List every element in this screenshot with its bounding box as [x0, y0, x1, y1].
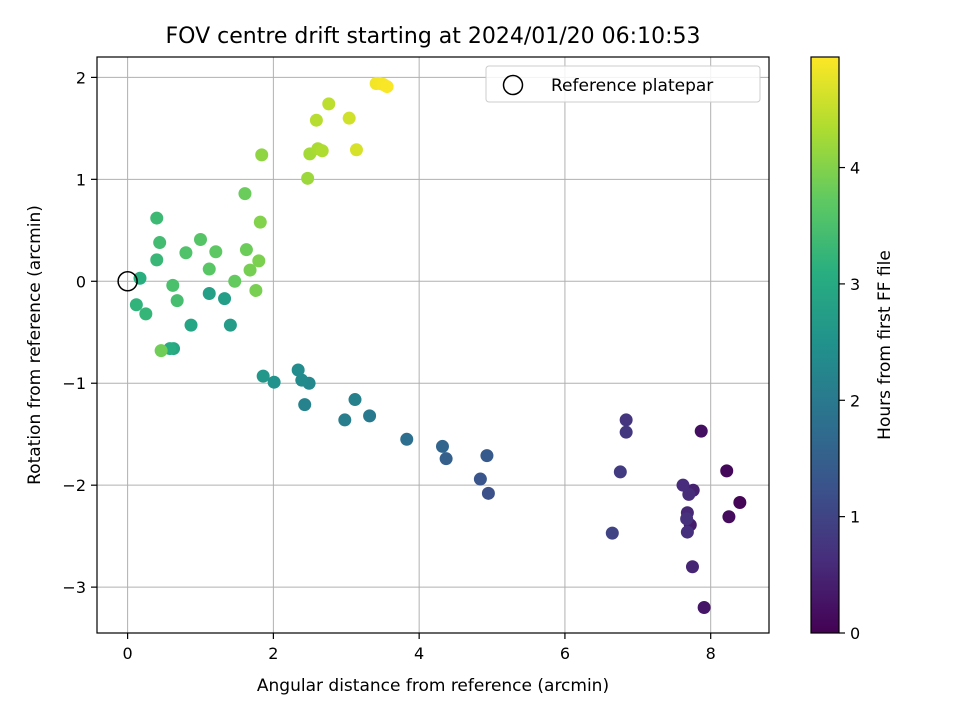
scatter-point-17: [481, 486, 495, 500]
y-tick-label-4: −2: [62, 476, 86, 495]
scatter-point-41: [150, 253, 164, 267]
colorbar-ticks: 0 1 2 3 4: [839, 159, 860, 643]
scatter-point-62: [315, 144, 329, 158]
grid-lines: [97, 57, 769, 633]
colorbar-label: Hours from first FF file: [875, 250, 895, 440]
scatter-point-14: [619, 425, 633, 439]
scatter-point-32: [223, 318, 237, 332]
x-tick-label-2: 4: [414, 644, 424, 663]
scatter-point-21: [435, 439, 449, 453]
scatter-point-53: [154, 344, 168, 358]
colorbar-tick-label-1: 1: [850, 508, 860, 527]
scatter-point-39: [129, 298, 143, 312]
scatter-point-1: [720, 464, 734, 478]
scatter-point-19: [480, 449, 494, 463]
scatter-point-11: [680, 525, 694, 539]
scatter-point-33: [218, 292, 232, 306]
scatter-point-70: [380, 80, 394, 94]
scatter-point-38: [133, 271, 147, 285]
scatter-point-30: [267, 375, 281, 389]
legend-marker-hollow-circle: [502, 74, 524, 96]
y-tick-label-0: 2: [76, 68, 86, 87]
scatter-point-65: [342, 111, 356, 125]
scatter-point-18: [473, 472, 487, 486]
scatter-point-31: [256, 369, 270, 383]
scatter-point-34: [202, 287, 216, 301]
scatter-point-59: [301, 171, 315, 185]
scatter-point-64: [322, 97, 336, 111]
scatter-point-57: [253, 215, 267, 229]
scatter-point-42: [150, 211, 164, 225]
colorbar-tick-label-2: 2: [850, 391, 860, 410]
scatter-point-15: [613, 465, 627, 479]
y-axis-label: Rotation from reference (arcmin): [25, 205, 45, 485]
scatter-point-7: [685, 560, 699, 574]
y-tick-label-1: 1: [76, 170, 86, 189]
scatter-point-51: [238, 187, 252, 201]
legend-label: Reference platepar: [551, 76, 713, 96]
chart-title: FOV centre drift starting at 2024/01/20 …: [166, 24, 701, 49]
scatter-point-25: [348, 393, 362, 407]
scatter-point-12: [680, 512, 694, 526]
scatter-point-35: [184, 318, 198, 332]
y-tick-label-3: −1: [62, 374, 86, 393]
x-axis-ticks: 0 2 4 6 8: [123, 633, 716, 663]
colorbar-gradient: [810, 56, 840, 634]
x-tick-label-1: 2: [268, 644, 278, 663]
scatter-point-46: [179, 246, 193, 260]
x-axis-label: Angular distance from reference (arcmin): [257, 676, 609, 696]
scatter-point-63: [309, 113, 323, 127]
scatter-point-52: [239, 243, 253, 257]
scatter-point-58: [255, 148, 269, 162]
x-tick-label-4: 8: [706, 644, 716, 663]
scatter-point-28: [295, 373, 309, 387]
scatter-point-56: [252, 254, 266, 268]
scatter-point-55: [249, 283, 263, 297]
y-axis-ticks: 2 1 0 −1 −2 −3: [62, 68, 97, 597]
legend: Reference platepar: [485, 65, 761, 103]
scatter-point-54: [243, 263, 257, 277]
colorbar-tick-label-3: 3: [850, 275, 860, 294]
scatter-point-49: [209, 245, 223, 259]
reference-marker: [117, 271, 138, 292]
y-tick-label-2: 0: [76, 272, 86, 291]
scatter-point-47: [193, 232, 207, 246]
scatter-point-26: [298, 398, 312, 412]
scatter-point-43: [153, 236, 167, 250]
scatter-point-40: [139, 307, 153, 321]
scatter-point-45: [166, 278, 180, 292]
colorbar-tick-label-0: 0: [850, 624, 860, 643]
scatter-point-10: [676, 478, 690, 492]
scatter-point-22: [400, 432, 414, 446]
y-tick-label-5: −3: [62, 578, 86, 597]
scatter-point-3: [694, 424, 708, 438]
colorbar: 0 1 2 3 4 Hours from first FF file: [810, 56, 895, 643]
plot-area-frame: [96, 56, 770, 634]
scatter-point-4: [697, 601, 711, 615]
scatter-point-24: [338, 413, 352, 427]
scatter-point-66: [349, 143, 363, 157]
data-points: [129, 77, 747, 615]
scatter-point-13: [619, 413, 633, 427]
scatter-point-0: [733, 496, 747, 510]
scatter-point-48: [202, 262, 216, 276]
scatter-point-50: [228, 274, 242, 288]
scatter-point-2: [722, 510, 736, 524]
scatter-point-20: [439, 452, 453, 466]
colorbar-tick-label-4: 4: [850, 159, 860, 178]
scatter-point-44: [170, 294, 184, 308]
x-tick-label-3: 6: [560, 644, 570, 663]
x-tick-label-0: 0: [123, 644, 133, 663]
legend-box: [485, 65, 761, 103]
scatter-point-16: [605, 526, 619, 540]
reference-platepar-point: [117, 271, 138, 292]
scatter-point-29: [291, 363, 305, 377]
scatter-point-23: [363, 409, 377, 423]
